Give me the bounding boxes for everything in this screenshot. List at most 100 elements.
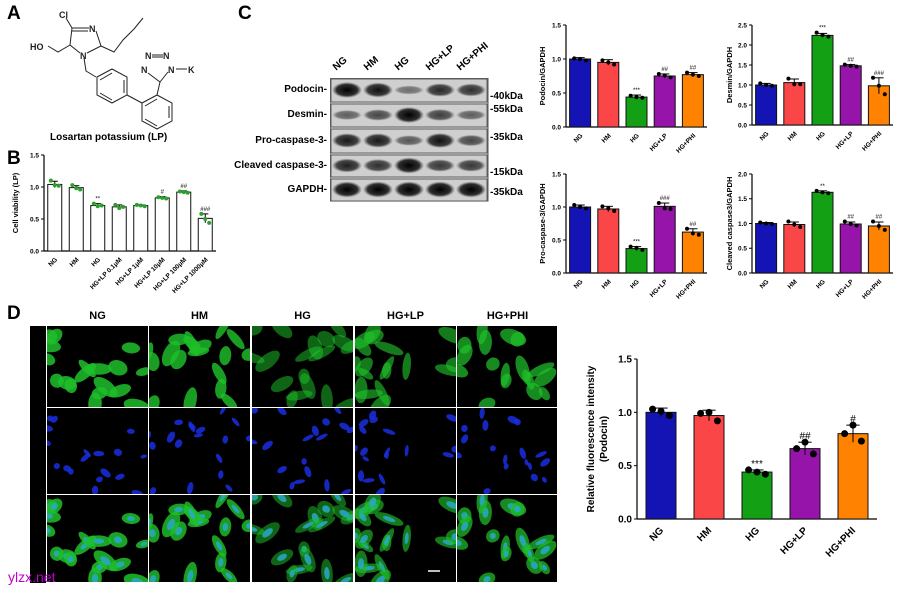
significance-label: # <box>161 190 165 196</box>
micrograph-merge <box>149 495 250 582</box>
category-label: HG+LP <box>649 278 670 299</box>
data-point <box>160 195 165 200</box>
chart-1: 0.0 0.5 1.0 1.5 Podocin/GAPDH NG HM *** HG ## HG+L… <box>538 22 707 155</box>
data-point <box>164 196 169 201</box>
data-point <box>138 203 143 208</box>
blot-row-label: Podocin- <box>284 84 327 95</box>
data-point <box>113 202 118 207</box>
molecular-weight-marker: -35kDa <box>490 187 523 198</box>
data-point <box>876 223 881 228</box>
category-label: HM <box>601 132 613 144</box>
bar <box>783 223 806 274</box>
significance-label: ## <box>661 67 668 73</box>
bar <box>176 191 192 252</box>
data-point <box>142 204 147 209</box>
data-point <box>848 63 853 68</box>
category-label: NG <box>759 278 771 290</box>
bar <box>741 471 773 520</box>
data-point <box>696 74 701 78</box>
y-tick-label: 1.5 <box>552 22 561 29</box>
category-label: NG <box>648 525 667 544</box>
blot-band <box>394 85 424 95</box>
data-point <box>91 201 96 206</box>
category-label: HG+LP <box>835 130 856 151</box>
blot-row-label: Desmin- <box>287 109 327 120</box>
y-tick-label: 0.5 <box>618 461 632 472</box>
data-point <box>662 206 667 211</box>
data-point <box>696 232 701 237</box>
y-tick-label: 0.0 <box>552 124 561 131</box>
category-label: HM <box>69 256 81 268</box>
blot-band <box>394 181 424 198</box>
y-tick-label: 0.5 <box>738 246 747 253</box>
blot-band <box>456 159 486 172</box>
bar <box>839 65 862 126</box>
molecular-weight-marker: -40kDa <box>490 91 523 102</box>
data-point <box>849 421 857 429</box>
y-tick-label: 1.0 <box>552 204 561 211</box>
data-point <box>70 183 75 188</box>
y-tick-label: 0.5 <box>30 216 39 223</box>
blot-row-label: GAPDH- <box>287 183 327 195</box>
micrograph-merge <box>252 495 353 582</box>
micrograph-podocin <box>457 326 557 407</box>
blot-band <box>363 181 393 198</box>
category-label: HG+PHI <box>675 278 697 300</box>
data-point <box>583 206 588 211</box>
blot-band <box>332 158 362 173</box>
significance-label: ## <box>876 215 883 221</box>
data-point <box>820 190 825 195</box>
data-point <box>882 92 887 97</box>
category-label: HG+LP <box>649 132 670 153</box>
data-point <box>572 203 577 208</box>
category-label: HG+PHI <box>861 278 883 300</box>
data-point <box>769 83 774 88</box>
y-tick-label: 1.5 <box>618 355 632 366</box>
significance-label: # <box>850 414 856 425</box>
molecular-weight-marker: -15kDa <box>490 167 523 178</box>
bar <box>597 61 620 128</box>
data-point <box>857 437 865 445</box>
data-point <box>809 450 817 458</box>
column-label: HG+PHI <box>486 310 529 322</box>
blot-row-label: Pro-caspase-3- <box>255 134 327 146</box>
column-label: NG <box>89 310 106 322</box>
data-point <box>181 190 186 195</box>
micrograph-podocin <box>252 326 353 407</box>
significance-label: ## <box>690 66 697 72</box>
data-point <box>612 62 617 67</box>
y-axis-label: Desmin/GAPDH <box>725 47 734 103</box>
y-tick-label: 1.0 <box>738 221 747 228</box>
significance-label: ### <box>660 196 671 202</box>
bar <box>645 411 677 520</box>
bar <box>783 82 806 126</box>
bar <box>755 84 778 126</box>
data-point <box>745 466 753 474</box>
data-point <box>798 224 803 229</box>
data-point <box>758 220 763 225</box>
blot-band <box>456 110 486 120</box>
blot-band <box>425 83 455 97</box>
column-label: HG+LP <box>387 310 424 322</box>
bar <box>693 415 725 520</box>
data-point <box>793 445 801 453</box>
category-label: HG <box>744 525 763 544</box>
category-label: HM <box>601 278 613 290</box>
data-point <box>685 70 690 75</box>
atom-n3: N <box>89 24 96 34</box>
bar <box>867 225 890 274</box>
bar <box>681 74 704 128</box>
y-tick-label: 1.5 <box>552 171 561 178</box>
blot-band <box>425 133 455 148</box>
blot-band <box>332 133 362 148</box>
panel-label-c: C <box>238 3 252 24</box>
chart-5: 0.0 0.5 1.0 1.5 Relative fluorescence intens… <box>586 355 877 560</box>
data-point <box>634 95 639 100</box>
data-point <box>78 187 83 192</box>
atom-tetrazole-n: N <box>141 65 148 75</box>
data-point <box>207 220 212 225</box>
atom-cl: Cl <box>59 10 68 20</box>
micrograph-dapi <box>149 408 250 494</box>
data-point <box>690 231 695 236</box>
